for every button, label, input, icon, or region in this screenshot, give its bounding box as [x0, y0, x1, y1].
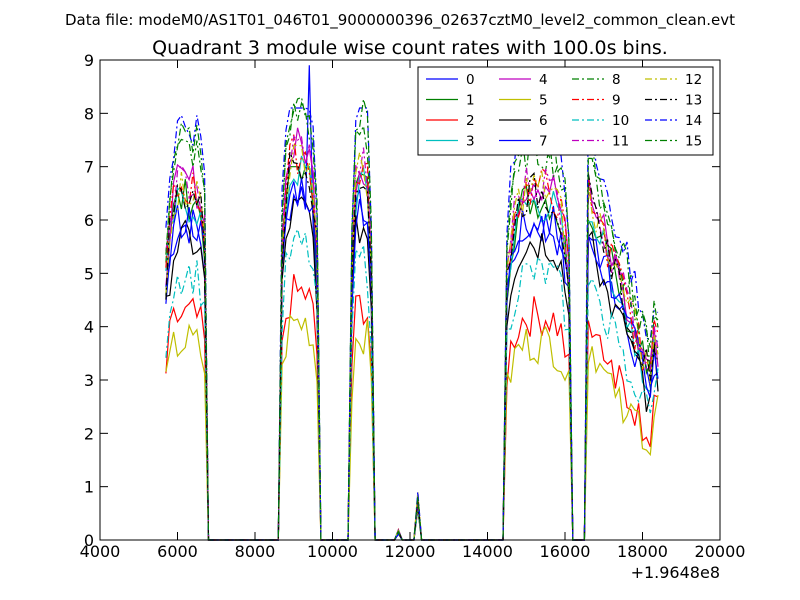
series-line-7 [165, 178, 659, 541]
legend-label-6: 6 [539, 113, 548, 129]
legend-label-13: 13 [685, 93, 702, 109]
legend-label-4: 4 [539, 72, 548, 88]
legend-label-11: 11 [612, 134, 629, 150]
legend-label-3: 3 [466, 134, 475, 150]
series-line-3 [165, 155, 659, 541]
x-tick-label: 10000 [307, 542, 358, 561]
legend-label-7: 7 [539, 134, 548, 150]
x-tick-label: 14000 [462, 542, 513, 561]
series-line-9 [165, 134, 659, 541]
series-line-1 [165, 166, 659, 541]
x-offset-label: +1.9648e8 [631, 563, 720, 582]
x-tick-label: 16000 [540, 542, 591, 561]
chart-title: Quadrant 3 module wise count rates with … [152, 37, 668, 59]
series-line-12 [165, 144, 659, 541]
series-line-10 [165, 227, 659, 541]
legend-label-14: 14 [685, 113, 702, 129]
legend-label-8: 8 [612, 72, 621, 88]
figure-suptitle: Data file: modeM0/AS1T01_046T01_90000003… [65, 11, 735, 30]
legend-label-0: 0 [466, 72, 475, 88]
y-tick-label: 7 [84, 158, 94, 177]
legend-label-2: 2 [466, 113, 475, 129]
legend-label-10: 10 [612, 113, 629, 129]
x-tick-label: 4000 [80, 542, 121, 561]
y-tick-label: 1 [84, 478, 94, 497]
series-line-8 [165, 101, 659, 541]
legend-label-9: 9 [612, 93, 621, 109]
series-line-11 [165, 135, 659, 541]
x-tick-label: 12000 [385, 542, 436, 561]
legend-label-12: 12 [685, 72, 702, 88]
series-line-6 [165, 196, 659, 541]
legend-label-1: 1 [466, 93, 475, 109]
y-tick-label: 5 [84, 264, 94, 283]
legend-label-15: 15 [685, 134, 702, 150]
legend-label-5: 5 [539, 93, 548, 109]
x-tick-label: 6000 [157, 542, 198, 561]
series-line-4 [165, 127, 659, 541]
y-tick-label: 3 [84, 371, 94, 390]
x-tick-label: 20000 [695, 542, 746, 561]
x-tick-label: 8000 [235, 542, 276, 561]
y-tick-label: 0 [84, 531, 94, 550]
series-line-15 [165, 96, 659, 541]
series-line-13 [165, 151, 659, 541]
y-tick-label: 2 [84, 424, 94, 443]
axes: 4000 6000 8000 10000 12000 14000 16000 18000 200… [80, 51, 746, 561]
series-line-14 [165, 107, 659, 541]
y-tick-label: 8 [84, 104, 94, 123]
y-tick-label: 9 [84, 51, 94, 70]
y-tick-label: 4 [84, 318, 94, 337]
legend-box [417, 66, 714, 156]
x-tick-label: 18000 [617, 542, 668, 561]
y-tick-label: 6 [84, 211, 94, 230]
